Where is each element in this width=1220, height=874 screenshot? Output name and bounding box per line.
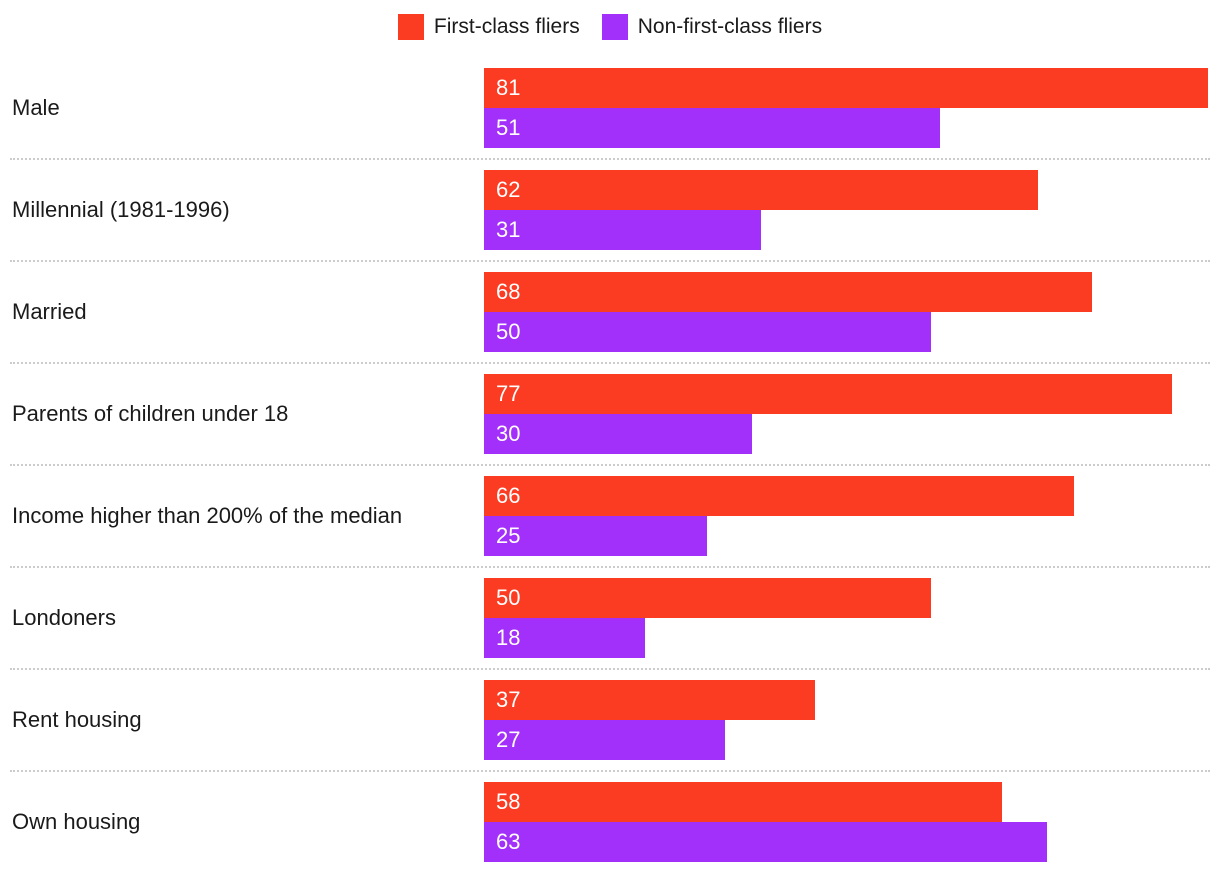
non-first-class-bar: 25 [484,516,708,556]
category-label: Income higher than 200% of the median [12,503,403,528]
legend-item-first-class: First-class fliers [397,14,580,40]
non-first-class-value-label: 27 [496,727,521,752]
non-first-class-value-label: 25 [496,523,521,548]
first-class-value-label: 77 [496,381,521,406]
non-first-class-bar: 63 [484,822,1048,862]
row-divider [10,566,1210,568]
chart-row: Male 81 51 [0,68,1220,170]
non-first-class-bar: 30 [484,414,753,454]
legend-swatch-first-class [397,14,424,40]
chart-row: Parents of children under 18 77 30 [0,374,1220,476]
first-class-value-label: 58 [496,789,521,814]
bar-group: 81 51 [484,68,1208,148]
chart-row: Rent housing 37 27 [0,680,1220,782]
bar-group: 77 30 [484,374,1208,454]
first-class-value-label: 37 [496,687,521,712]
category-label: Parents of children under 18 [12,401,289,426]
first-class-bar: 77 [484,374,1173,414]
category-label: Rent housing [12,707,142,732]
bar-group: 58 63 [484,782,1208,862]
first-class-bar: 37 [484,680,815,720]
non-first-class-value-label: 63 [496,829,521,854]
row-divider [10,770,1210,772]
first-class-bar: 50 [484,578,931,618]
non-first-class-value-label: 51 [496,115,521,140]
category-label: Londoners [12,605,116,630]
legend: First-class fliers Non-first-class flier… [0,14,1220,40]
bar-group: 66 25 [484,476,1208,556]
legend-item-non-first-class: Non-first-class fliers [601,14,823,40]
row-divider [10,464,1210,466]
category-label: Male [12,95,60,120]
first-class-value-label: 81 [496,75,521,100]
chart-row: Married 68 50 [0,272,1220,374]
bar-group: 68 50 [484,272,1208,352]
non-first-class-value-label: 31 [496,217,521,242]
category-label: Own housing [12,809,141,834]
first-class-value-label: 50 [496,585,521,610]
non-first-class-value-label: 30 [496,421,521,446]
row-divider [10,260,1210,262]
bar-group: 37 27 [484,680,1208,760]
chart-row: Own housing 58 63 [0,782,1220,874]
bar-group: 62 31 [484,170,1208,250]
chart-row: Millennial (1981-1996) 62 31 [0,170,1220,272]
first-class-value-label: 66 [496,483,521,508]
chart-row: Income higher than 200% of the median 66… [0,476,1220,578]
non-first-class-bar: 18 [484,618,645,658]
category-label: Married [12,299,87,324]
first-class-value-label: 62 [496,177,521,202]
non-first-class-value-label: 50 [496,319,521,344]
first-class-value-label: 68 [496,279,521,304]
legend-label-non-first-class: Non-first-class fliers [637,15,823,38]
non-first-class-bar: 51 [484,108,940,148]
row-divider [10,668,1210,670]
first-class-bar: 68 [484,272,1092,312]
category-label: Millennial (1981-1996) [12,197,230,222]
first-class-bar: 58 [484,782,1003,822]
first-class-bar: 62 [484,170,1039,210]
bar-group: 50 18 [484,578,1208,658]
chart-rows: Male 81 51 Millennial (1981-1996) 62 31 … [0,68,1220,874]
first-class-bar: 81 [484,68,1208,108]
non-first-class-bar: 27 [484,720,726,760]
row-divider [10,362,1210,364]
first-class-bar: 66 [484,476,1074,516]
non-first-class-bar: 50 [484,312,931,352]
non-first-class-value-label: 18 [496,625,521,650]
legend-label-first-class: First-class fliers [433,15,580,38]
row-divider [10,158,1210,160]
non-first-class-bar: 31 [484,210,762,250]
legend-swatch-non-first-class [601,14,628,40]
chart-row: Londoners 50 18 [0,578,1220,680]
